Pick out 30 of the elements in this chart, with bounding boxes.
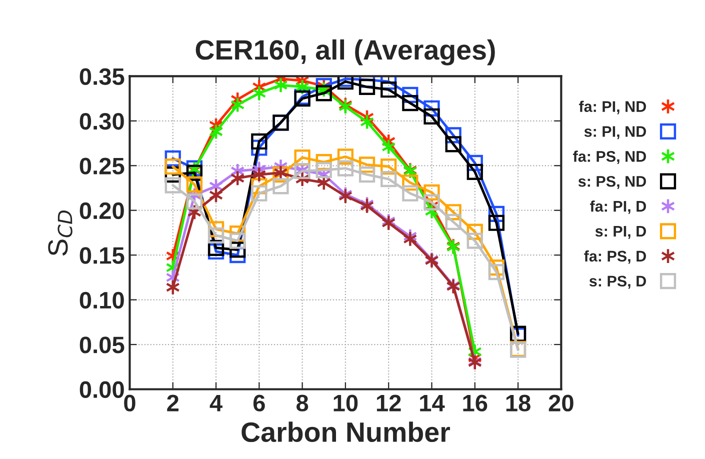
legend-label: fa: PI, D — [590, 200, 646, 214]
x-tick-label: 10 — [334, 394, 358, 412]
legend-label: fa: PI, ND — [578, 100, 646, 114]
x-tick-label: 14 — [420, 394, 445, 412]
x-tick-label: 20 — [548, 394, 574, 412]
y-tick-label: 0.00 — [80, 381, 124, 398]
x-tick-label: 16 — [463, 394, 488, 412]
y-tick-label: 0.35 — [80, 68, 124, 86]
x-tick-label: 8 — [296, 394, 308, 412]
legend-label: fa: PS, D — [584, 250, 646, 264]
x-tick-label: 6 — [253, 394, 265, 412]
y-tick-label: 0.30 — [80, 112, 124, 130]
x-axis-title: Carbon Number — [242, 422, 450, 442]
y-tick-label: 0.25 — [80, 158, 124, 174]
legend-label: s: PI, ND — [584, 126, 646, 140]
y-tick-label: 0.10 — [80, 292, 124, 309]
legend-label: s: PS, D — [589, 276, 646, 289]
y-tick-label: 0.20 — [80, 202, 124, 220]
y-axis-title: S$_{CD}$ — [48, 210, 72, 256]
legend-label: s: PS, ND — [578, 176, 646, 189]
y-tick-label: 0.05 — [80, 336, 124, 354]
legend-label: s: PI, D — [595, 226, 646, 239]
x-tick-label: 12 — [376, 394, 401, 412]
x-tick-label: 2 — [167, 394, 178, 412]
x-tick-label: 0 — [124, 394, 136, 412]
x-tick-label: 4 — [210, 394, 222, 412]
chart-title: CER160, all (Averages) — [196, 39, 495, 66]
x-tick-label: 18 — [506, 394, 530, 412]
legend-label: fa: PS, ND — [573, 150, 646, 164]
y-tick-label: 0.15 — [80, 247, 124, 264]
